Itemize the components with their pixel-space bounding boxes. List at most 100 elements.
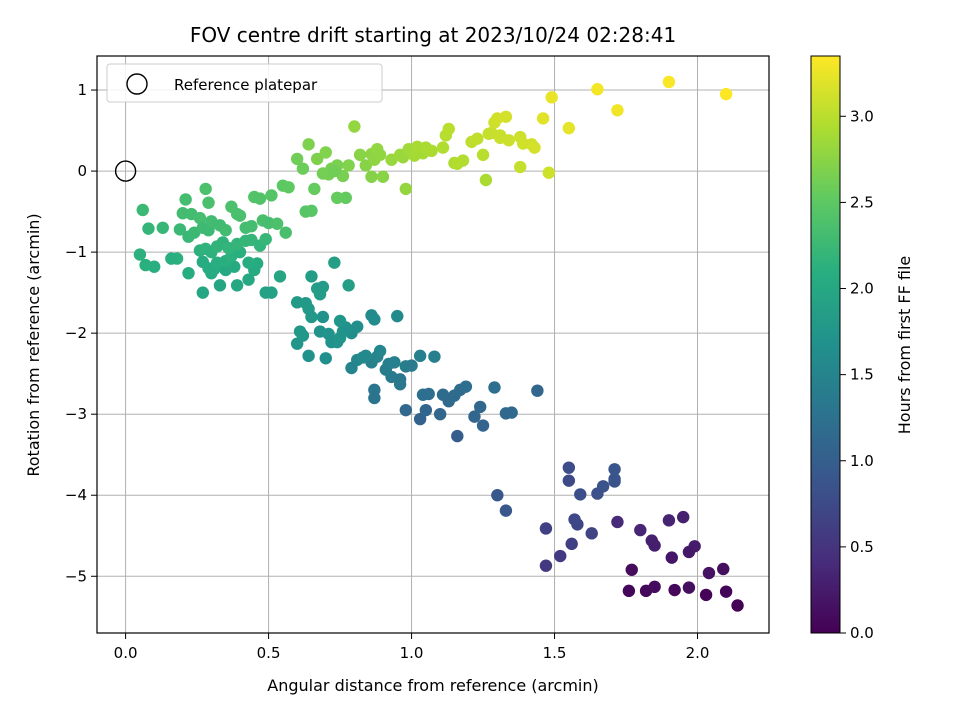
legend-marker-open-circle: [126, 73, 148, 95]
data-point-23: [539, 522, 553, 535]
data-point-188: [348, 120, 361, 133]
data-point-19: [677, 510, 690, 524]
data-point-96: [305, 310, 318, 324]
data-point-67: [428, 350, 441, 363]
y-tick-label-0: 1: [77, 81, 87, 99]
x-axis-ticks: 0.0 0.5 1.0 1.5 2.0: [114, 633, 710, 662]
data-point-18: [662, 514, 676, 527]
data-point-212: [471, 132, 484, 145]
data-point-40: [451, 429, 464, 443]
data-point-15: [648, 539, 661, 552]
data-point-38: [419, 403, 433, 417]
data-point-26: [568, 513, 581, 526]
y-tick-label-2: −1: [65, 243, 87, 261]
y-tick-label-6: −5: [65, 567, 87, 585]
data-point-144: [173, 223, 187, 236]
data-point-36: [499, 504, 513, 517]
y-tick-label-1: 0: [77, 162, 87, 180]
data-point-66: [413, 349, 427, 363]
plot-frame: [96, 55, 770, 634]
data-point-222: [514, 160, 527, 174]
data-point-182: [339, 191, 352, 205]
x-axis-label: Angular distance from reference (arcmin): [267, 676, 598, 695]
y-axis-ticks: 1 0 −1 −2 −3 −4 −5: [65, 81, 97, 585]
legend: Reference platepar: [106, 63, 383, 103]
data-point-227: [536, 112, 550, 125]
data-point-162: [245, 219, 258, 233]
data-point-10: [717, 562, 730, 576]
data-point-213: [476, 148, 490, 162]
data-point-139: [139, 258, 152, 272]
data-point-46: [473, 400, 487, 414]
data-point-27: [562, 474, 576, 487]
data-point-63: [388, 356, 401, 369]
data-point-146: [179, 193, 192, 206]
data-point-20: [554, 549, 567, 563]
colorbar-tick-label-6: 3.0: [850, 107, 874, 125]
data-point-237: [373, 148, 387, 162]
data-point-54: [436, 388, 450, 401]
data-point-113: [213, 279, 227, 292]
data-point-140: [133, 248, 147, 261]
data-point-110: [242, 273, 255, 286]
data-point-81: [316, 310, 330, 324]
data-point-148: [193, 211, 207, 225]
legend-box: [106, 63, 383, 103]
data-point-39: [433, 407, 447, 421]
data-point-187: [342, 159, 355, 172]
data-point-9: [702, 566, 716, 580]
data-point-51: [531, 384, 544, 397]
data-point-206: [436, 141, 450, 154]
data-point-173: [296, 162, 310, 175]
data-point-192: [365, 170, 378, 183]
data-point-168: [279, 226, 292, 239]
data-point-21: [539, 559, 553, 572]
data-point-172: [290, 152, 304, 166]
data-point-97: [305, 270, 318, 283]
data-point-189: [353, 148, 367, 162]
data-point-135: [259, 232, 272, 246]
data-point-101: [328, 256, 341, 269]
data-point-7: [731, 599, 744, 612]
data-point-5: [699, 588, 713, 602]
data-point-55: [448, 389, 461, 402]
data-point-169: [270, 217, 284, 230]
data-point-77: [391, 309, 404, 323]
data-point-185: [310, 152, 324, 166]
data-point-164: [253, 192, 267, 205]
data-point-4: [682, 581, 696, 594]
data-point-60: [393, 378, 407, 391]
data-point-236: [494, 129, 507, 142]
colorbar-tick-label-4: 2.0: [850, 280, 874, 298]
data-point-74: [356, 351, 370, 364]
x-tick-label-4: 2.0: [686, 644, 710, 662]
data-point-88: [319, 352, 332, 365]
data-point-234: [719, 87, 733, 101]
data-point-106: [273, 270, 287, 283]
colorbar: 0.0 0.5 1.0 1.5 2.0 2.5 3.0 Hours from first F…: [810, 55, 914, 642]
data-point-17: [611, 515, 624, 529]
data-point-231: [591, 83, 604, 96]
x-tick-label-1: 0.5: [257, 644, 281, 662]
colorbar-tick-label-3: 1.5: [850, 366, 874, 384]
data-point-41: [399, 403, 413, 417]
data-point-233: [662, 75, 676, 89]
colorbar-gradient: [810, 55, 841, 634]
data-point-89: [302, 349, 315, 363]
data-point-176: [308, 182, 321, 196]
data-point-195: [376, 170, 390, 183]
data-point-33: [608, 472, 621, 486]
data-point-183: [331, 191, 344, 205]
data-point-184: [302, 138, 315, 151]
data-point-25: [585, 527, 598, 540]
data-point-65: [405, 359, 418, 372]
x-tick-label-0: 0.0: [114, 644, 138, 662]
data-point-35: [491, 489, 504, 502]
data-point-142: [136, 203, 149, 217]
data-point-48: [488, 381, 501, 394]
data-point-235: [451, 157, 464, 170]
data-point-208: [442, 122, 455, 136]
data-point-31: [596, 480, 610, 493]
data-point-232: [611, 104, 624, 117]
